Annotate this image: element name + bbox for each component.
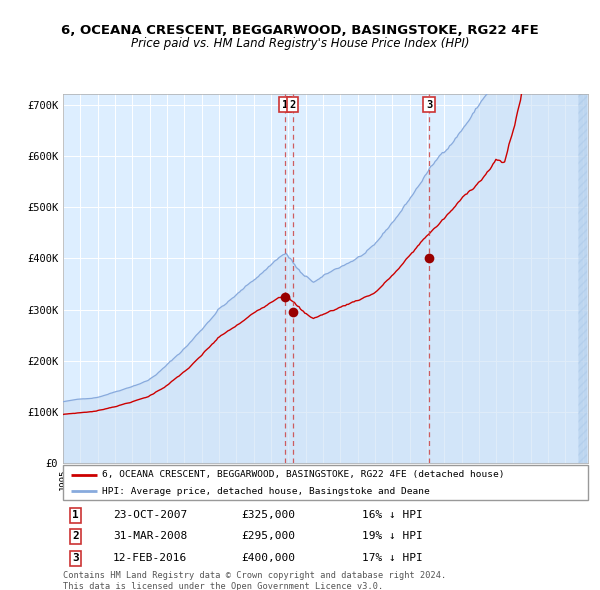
Text: 6, OCEANA CRESCENT, BEGGARWOOD, BASINGSTOKE, RG22 4FE: 6, OCEANA CRESCENT, BEGGARWOOD, BASINGST… (61, 24, 539, 37)
Text: 3: 3 (426, 100, 432, 110)
Text: 2: 2 (289, 100, 296, 110)
Text: Contains HM Land Registry data © Crown copyright and database right 2024.
This d: Contains HM Land Registry data © Crown c… (63, 571, 446, 590)
Text: 2: 2 (72, 532, 79, 542)
Text: 31-MAR-2008: 31-MAR-2008 (113, 532, 187, 542)
Text: HPI: Average price, detached house, Basingstoke and Deane: HPI: Average price, detached house, Basi… (103, 487, 430, 496)
Text: 3: 3 (72, 553, 79, 563)
Text: 23-OCT-2007: 23-OCT-2007 (113, 510, 187, 520)
Text: 19% ↓ HPI: 19% ↓ HPI (362, 532, 423, 542)
Text: 6, OCEANA CRESCENT, BEGGARWOOD, BASINGSTOKE, RG22 4FE (detached house): 6, OCEANA CRESCENT, BEGGARWOOD, BASINGST… (103, 470, 505, 479)
Text: £325,000: £325,000 (241, 510, 296, 520)
Text: Price paid vs. HM Land Registry's House Price Index (HPI): Price paid vs. HM Land Registry's House … (131, 37, 469, 50)
Text: 12-FEB-2016: 12-FEB-2016 (113, 553, 187, 563)
Text: 1: 1 (282, 100, 288, 110)
Text: 17% ↓ HPI: 17% ↓ HPI (362, 553, 423, 563)
Text: 16% ↓ HPI: 16% ↓ HPI (362, 510, 423, 520)
Text: 1: 1 (72, 510, 79, 520)
Text: £400,000: £400,000 (241, 553, 296, 563)
Text: £295,000: £295,000 (241, 532, 296, 542)
